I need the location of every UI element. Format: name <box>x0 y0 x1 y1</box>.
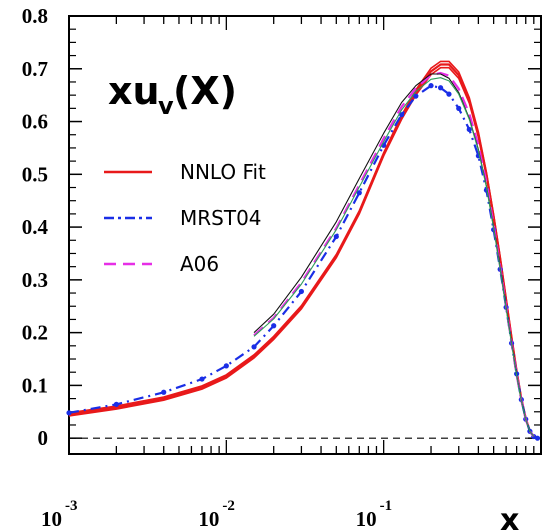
title-subscript: v <box>158 92 174 120</box>
x-axis: 10-310-210-1 <box>41 16 535 531</box>
x-tick-exponent: -2 <box>222 498 235 514</box>
x-tick-exponent: -1 <box>380 498 393 514</box>
series-point <box>413 93 419 99</box>
series-point <box>298 288 305 295</box>
series-point <box>161 389 167 395</box>
series-point <box>398 112 405 118</box>
x-axis-label: x <box>500 503 519 532</box>
y-tick-label: 0.8 <box>22 4 48 28</box>
series-point <box>428 83 434 89</box>
legend: NNLO Fit MRST04 A06 <box>104 160 266 276</box>
y-tick-label: 0.2 <box>22 321 48 345</box>
y-tick-label: 0 <box>38 426 49 450</box>
y-axis: 0 0.1 0.2 0.3 0.4 0.5 0.6 0.7 0.8 <box>22 4 541 450</box>
series-line <box>253 77 535 437</box>
x-tick-label: 10 <box>41 507 62 531</box>
series-point <box>456 105 462 111</box>
x-tick-label: 10 <box>198 507 219 531</box>
y-tick-label: 0.4 <box>22 215 49 239</box>
y-tick-label: 0.5 <box>22 162 48 186</box>
legend-label-mrst04: MRST04 <box>180 206 262 230</box>
series-point <box>223 363 229 369</box>
series-4 <box>253 77 535 437</box>
legend-label-a06: A06 <box>180 252 219 276</box>
series-line <box>68 84 538 440</box>
legend-label-nnlo: NNLO Fit <box>180 160 266 184</box>
chart-title: xu v (X) <box>108 69 237 120</box>
series-point <box>251 344 257 350</box>
series-point <box>271 323 277 329</box>
y-tick-label: 0.6 <box>22 110 48 134</box>
x-tick-exponent: -3 <box>65 498 78 514</box>
plot-frame <box>68 15 542 455</box>
title-suffix: (X) <box>173 69 237 113</box>
series-point <box>466 126 472 133</box>
y-tick-label: 0.7 <box>22 57 48 81</box>
series-layer <box>66 60 541 441</box>
x-tick-label: 10 <box>356 507 377 531</box>
y-tick-label: 0.1 <box>22 373 48 397</box>
series-point <box>437 85 444 91</box>
series-point <box>446 91 452 97</box>
series-point <box>66 410 72 416</box>
y-tick-label: 0.3 <box>22 268 48 292</box>
title-main: xu <box>108 69 160 113</box>
series-point <box>199 376 205 382</box>
series-point <box>534 435 541 441</box>
series-point <box>113 401 119 407</box>
series-point <box>356 190 362 196</box>
series-point <box>333 233 339 240</box>
